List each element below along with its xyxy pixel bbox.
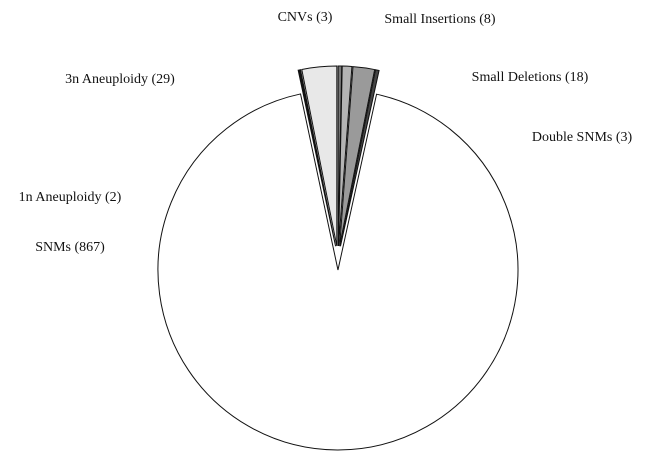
slice-label: Small Deletions (18) xyxy=(472,70,589,85)
pie-slice xyxy=(338,65,353,247)
pie-slice xyxy=(157,93,519,451)
slice-label: Double SNMs (3) xyxy=(532,130,633,145)
slice-label: SNMs (867) xyxy=(35,240,105,255)
slice-label: CNVs (3) xyxy=(278,10,333,25)
slice-label: 3n Aneuploidy (29) xyxy=(65,72,175,87)
pie-slice xyxy=(297,69,337,247)
slice-label: Small Insertions (8) xyxy=(384,12,496,27)
slice-label: 1n Aneuploidy (2) xyxy=(19,190,122,205)
pie-slice xyxy=(339,66,376,247)
pie-slice xyxy=(339,69,380,247)
pie-slice xyxy=(301,65,338,247)
